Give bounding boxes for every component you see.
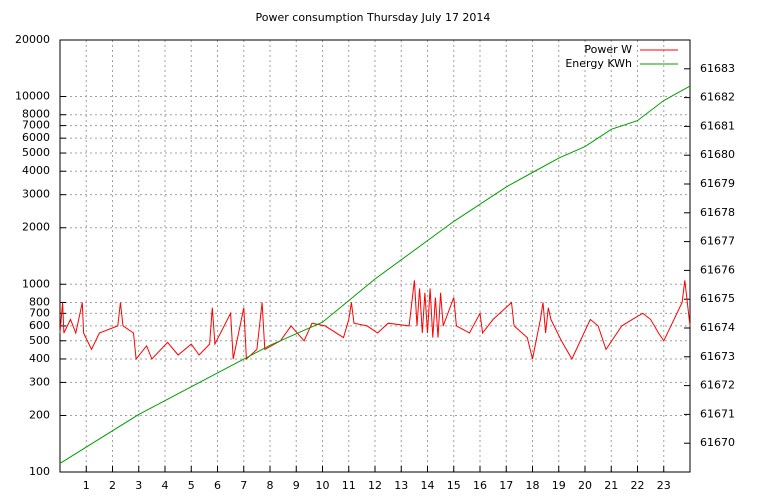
y-tick-label: 1000 [22,277,50,290]
y-tick-label: 4000 [22,164,50,177]
y-tick-label: 200 [29,408,50,421]
y2-tick-label: 61675 [700,292,735,305]
x-tick-label: 11 [342,479,356,492]
y2-tick-label: 61676 [700,263,735,276]
y-tick-label: 400 [29,352,50,365]
y-tick-label: 5000 [22,146,50,159]
legend-label: Power W [584,43,632,56]
y-tick-label: 800 [29,295,50,308]
x-tick-label: 4 [162,479,169,492]
y2-tick-label: 61682 [700,91,735,104]
y-tick-label: 8000 [22,108,50,121]
y-tick-label: 100 [29,465,50,478]
x-tick-label: 1 [83,479,90,492]
x-tick-label: 2 [109,479,116,492]
x-tick-label: 3 [135,479,142,492]
series-line [59,85,691,464]
y2-tick-label: 61674 [700,321,735,334]
x-tick-label: 8 [267,479,274,492]
x-tick-label: 6 [214,479,221,492]
y2-tick-label: 61673 [700,350,735,363]
y-tick-label: 500 [29,334,50,347]
x-tick-label: 17 [499,479,513,492]
series-line [59,280,691,361]
y2-tick-label: 61679 [700,177,735,190]
y-tick-label: 700 [29,306,50,319]
y2-tick-label: 61680 [700,148,735,161]
y2-tick-label: 61683 [700,62,735,75]
x-tick-label: 21 [604,479,618,492]
y2-tick-label: 61681 [700,119,735,132]
x-tick-label: 9 [293,479,300,492]
y-tick-label: 600 [29,319,50,332]
y-tick-label: 20000 [15,33,50,46]
y2-tick-label: 61672 [700,379,735,392]
x-tick-label: 10 [316,479,330,492]
y2-tick-label: 61678 [700,206,735,219]
x-tick-label: 5 [188,479,195,492]
x-tick-label: 15 [447,479,461,492]
y2-tick-label: 61670 [700,436,735,449]
x-tick-label: 22 [631,479,645,492]
y-tick-label: 10000 [15,90,50,103]
x-tick-label: 19 [552,479,566,492]
chart-title: Power consumption Thursday July 17 2014 [256,11,491,24]
y-tick-label: 6000 [22,131,50,144]
x-tick-label: 23 [657,479,671,492]
y-tick-label: 7000 [22,119,50,132]
x-tick-label: 16 [473,479,487,492]
y2-tick-label: 61671 [700,407,735,420]
y-tick-label: 3000 [22,188,50,201]
legend-label: Energy KWh [565,57,632,70]
y-tick-label: 2000 [22,221,50,234]
x-tick-label: 18 [526,479,540,492]
y-tick-label: 300 [29,375,50,388]
plot-frame [59,39,691,473]
x-tick-label: 13 [394,479,408,492]
x-tick-label: 14 [421,479,435,492]
x-tick-label: 12 [368,479,382,492]
x-tick-label: 7 [240,479,247,492]
y2-tick-label: 61677 [700,235,735,248]
x-tick-label: 20 [578,479,592,492]
